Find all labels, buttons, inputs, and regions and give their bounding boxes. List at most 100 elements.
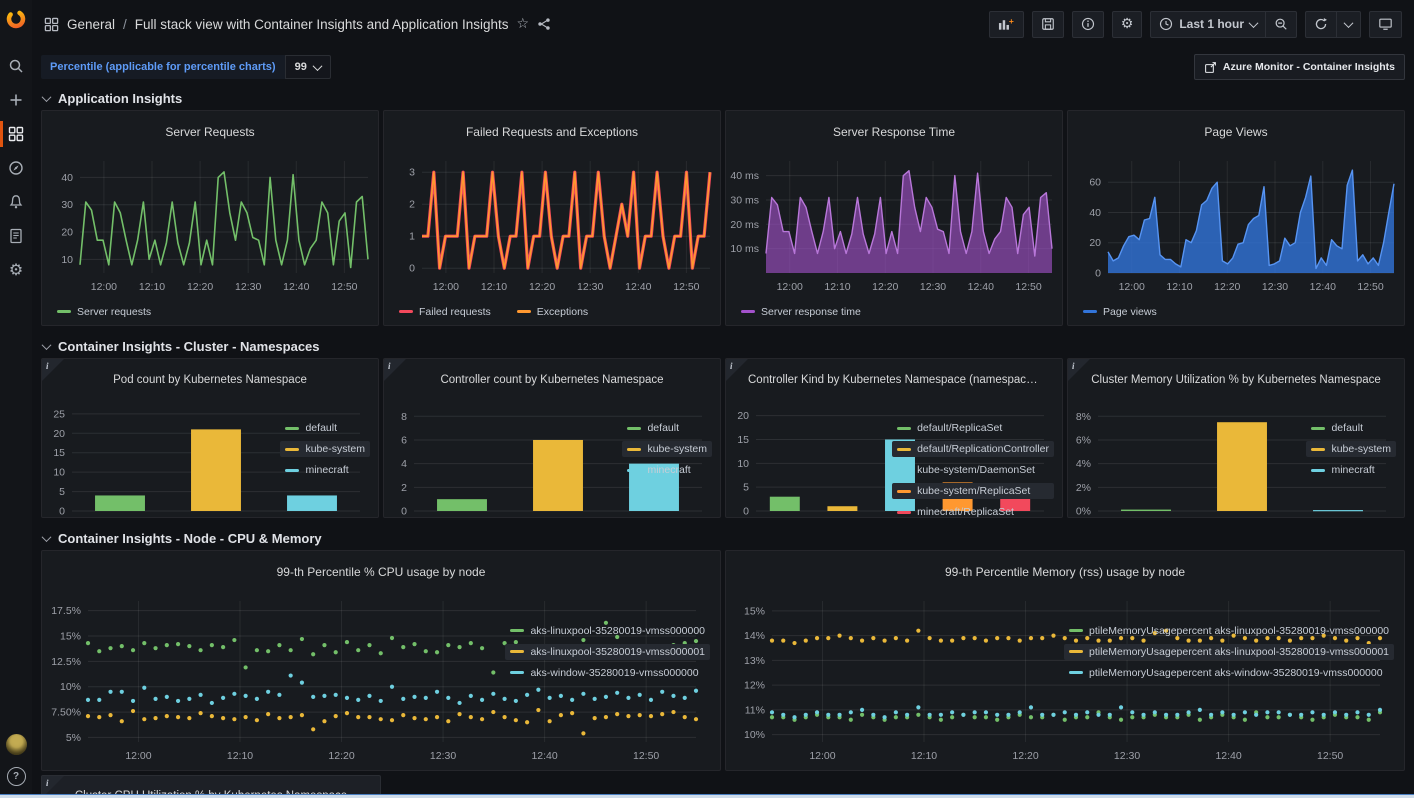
panel-info-icon[interactable]: i xyxy=(726,359,748,381)
legend-item[interactable]: aks-window-35280019-vmss000000 xyxy=(505,665,710,681)
svg-text:12.5%: 12.5% xyxy=(51,656,81,668)
search-icon[interactable] xyxy=(0,49,32,83)
svg-text:0: 0 xyxy=(59,506,65,518)
svg-text:20: 20 xyxy=(61,226,73,238)
legend-item[interactable]: kube-system xyxy=(280,441,370,458)
svg-text:30: 30 xyxy=(61,199,73,211)
legend-item[interactable]: kube-system xyxy=(622,441,712,458)
legend-item[interactable]: kube-system xyxy=(1306,441,1396,458)
refresh-group xyxy=(1305,10,1361,38)
explore-compass-icon[interactable] xyxy=(0,151,32,185)
dashboard-insights-button[interactable] xyxy=(1071,10,1104,38)
legend-item[interactable]: aks-linuxpool-35280019-vmss000001 xyxy=(505,643,710,660)
star-icon[interactable]: ☆ xyxy=(516,16,530,32)
docs-icon[interactable] xyxy=(0,219,32,253)
apps-grid-icon[interactable] xyxy=(44,17,59,32)
legend: aks-linuxpool-35280019-vmss000000 aks-lin… xyxy=(503,593,720,770)
row-header-cluster-namespaces[interactable]: Container Insights - Cluster - Namespace… xyxy=(41,335,1405,357)
svg-text:12:00: 12:00 xyxy=(433,281,459,293)
create-plus-icon[interactable] xyxy=(0,83,32,117)
legend-item[interactable]: Page views xyxy=(1078,304,1162,320)
grafana-logo[interactable] xyxy=(5,8,27,35)
chart-server-requests[interactable]: 12:00 12:10 12:20 12:30 12:40 12:50 10 20 30 40 xyxy=(42,153,378,303)
panel-title[interactable]: 99-th Percentile Memory (rss) usage by n… xyxy=(944,564,1186,579)
legend-item[interactable]: kube-system/DaemonSet xyxy=(892,462,1054,478)
refresh-button[interactable] xyxy=(1305,10,1337,38)
legend-series-color xyxy=(897,468,912,472)
legend-item[interactable]: Server response time xyxy=(736,304,866,320)
share-icon[interactable] xyxy=(537,17,551,31)
row-header-application-insights[interactable]: Application Insights xyxy=(41,87,1405,109)
panel-info-icon[interactable]: i xyxy=(42,776,64,798)
variable-value-dropdown[interactable]: 99 xyxy=(284,55,331,79)
legend-series-label: aks-linuxpool-35280019-vmss000001 xyxy=(530,645,705,658)
zoom-out-button[interactable] xyxy=(1266,10,1297,38)
breadcrumb-section[interactable]: General xyxy=(67,16,116,32)
svg-text:20: 20 xyxy=(53,428,65,440)
chart-failed-requests[interactable]: 12:00 12:10 12:20 12:30 12:40 12:50 0 1 2 3 xyxy=(384,153,720,303)
panel-info-icon[interactable]: i xyxy=(42,359,64,381)
chart-cpu-by-node[interactable]: 12:00 12:10 12:20 12:30 12:40 12:50 5% 7.50% 10%… xyxy=(42,593,699,770)
panel-title[interactable]: Controller count by Kubernetes Namespace xyxy=(440,373,664,386)
dashboard-submenu: Percentile (applicable for percentile ch… xyxy=(41,52,1405,82)
row-header-node-cpu-memory[interactable]: Container Insights - Node - CPU & Memory xyxy=(41,527,1405,549)
chart-controller-count[interactable]: 0 2 4 6 8 xyxy=(384,400,702,517)
panel-title[interactable]: Cluster Memory Utilization % by Kubernet… xyxy=(1091,373,1381,386)
legend-item[interactable]: ptileMemoryUsagepercent aks-window-35280… xyxy=(1064,665,1394,681)
legend-item[interactable]: ptileMemoryUsagepercent aks-linuxpool-35… xyxy=(1064,623,1394,639)
legend-item[interactable]: ptileMemoryUsagepercent aks-linuxpool-35… xyxy=(1064,643,1394,660)
save-dashboard-button[interactable] xyxy=(1031,10,1064,38)
panel-title[interactable]: Controller Kind by Kubernetes Namespace … xyxy=(748,373,1062,386)
add-panel-button[interactable]: + xyxy=(988,10,1024,38)
legend-series-color xyxy=(627,447,642,451)
legend-item[interactable]: Exceptions xyxy=(512,304,593,320)
alerting-bell-icon[interactable] xyxy=(0,185,32,219)
legend-item[interactable]: Failed requests xyxy=(394,304,496,320)
dashboards-icon[interactable] xyxy=(0,117,32,151)
svg-text:4%: 4% xyxy=(1076,458,1091,470)
panel-title[interactable]: Failed Requests and Exceptions xyxy=(465,124,639,139)
chart-page-views[interactable]: 12:00 12:10 12:20 12:30 12:40 12:50 0 20 40 60 xyxy=(1068,153,1404,303)
panel-title[interactable]: Pod count by Kubernetes Namespace xyxy=(113,373,307,386)
legend-item[interactable]: default/ReplicaSet xyxy=(892,420,1054,436)
svg-text:12:30: 12:30 xyxy=(1114,750,1140,762)
legend-item[interactable]: minecraft/ReplicaSet xyxy=(892,504,1054,517)
dashboard-settings-button[interactable]: ⚙ xyxy=(1111,10,1143,38)
panel-info-icon[interactable]: i xyxy=(384,359,406,381)
panel-title[interactable]: 99-th Percentile % CPU usage by node xyxy=(276,564,486,579)
dashboard-title[interactable]: Full stack view with Container Insights … xyxy=(134,16,509,32)
help-icon[interactable]: ? xyxy=(6,767,26,786)
cycle-view-mode-button[interactable] xyxy=(1369,10,1402,38)
svg-text:20 ms: 20 ms xyxy=(730,219,759,231)
chart-controller-kind[interactable]: 0 5 10 15 20 xyxy=(726,400,1044,517)
panel-title[interactable]: Page Views xyxy=(1204,124,1268,139)
svg-text:2: 2 xyxy=(409,199,415,211)
chart-server-response-time[interactable]: 12:00 12:10 12:20 12:30 12:40 12:50 10 ms 20 ms… xyxy=(726,153,1062,303)
panel-cpu-by-node: 99-th Percentile % CPU usage by node 12:… xyxy=(41,550,721,771)
variable-label[interactable]: Percentile (applicable for percentile ch… xyxy=(41,55,285,79)
legend-item[interactable]: default/ReplicationController xyxy=(892,441,1054,458)
user-avatar[interactable] xyxy=(5,734,27,755)
legend-item[interactable]: kube-system/ReplicaSet xyxy=(892,483,1054,500)
chart-cluster-memory[interactable]: 0% 2% 4% 6% 8% xyxy=(1068,400,1386,517)
azure-monitor-link[interactable]: Azure Monitor - Container Insights xyxy=(1193,54,1405,80)
legend-series-label: kube-system xyxy=(647,443,707,456)
panel-info-icon[interactable]: i xyxy=(1068,359,1090,381)
legend-item[interactable]: Server requests xyxy=(52,304,156,320)
legend-item[interactable]: aks-linuxpool-35280019-vmss000000 xyxy=(505,623,710,639)
legend-item[interactable]: minecraft xyxy=(1306,462,1396,478)
legend-item[interactable]: default xyxy=(622,420,712,436)
legend-item[interactable]: default xyxy=(1306,420,1396,436)
svg-text:15: 15 xyxy=(737,434,749,446)
panel-title[interactable]: Server Requests xyxy=(165,124,255,139)
chart-memory-by-node[interactable]: 12:00 12:10 12:20 12:30 12:40 12:50 10% 11% 12% 1… xyxy=(726,593,1383,770)
refresh-interval-dropdown[interactable] xyxy=(1337,10,1361,38)
settings-gear-icon[interactable]: ⚙ xyxy=(8,260,24,279)
time-range-picker[interactable]: Last 1 hour xyxy=(1150,10,1266,38)
legend-item[interactable]: minecraft xyxy=(280,462,370,478)
legend-series-label: ptileMemoryUsagepercent aks-linuxpool-35… xyxy=(1089,645,1389,658)
panel-title[interactable]: Server Response Time xyxy=(832,124,956,139)
chart-pod-count[interactable]: 0 5 10 15 20 25 xyxy=(42,400,360,518)
legend-item[interactable]: minecraft xyxy=(622,462,712,478)
legend-item[interactable]: default xyxy=(280,420,370,436)
